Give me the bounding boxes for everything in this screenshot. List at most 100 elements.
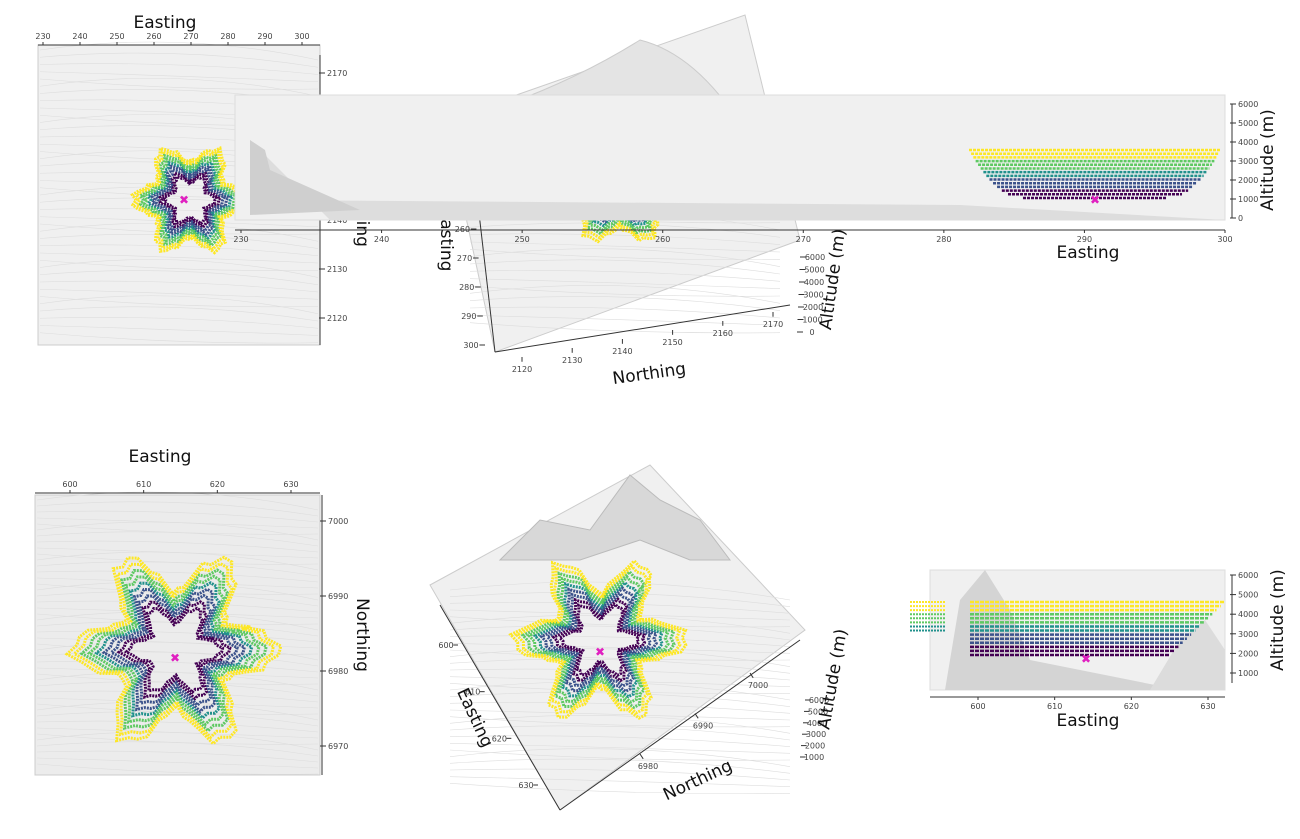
x-tick-label: 600 [970,702,985,711]
x-tick-label: 620 [210,480,225,489]
terrain-surface [498,474,731,561]
terrain-contour [36,630,319,643]
viewshed-contour [526,575,670,704]
viewshed-contour [86,574,261,727]
z-tick-label: 5000 [1238,119,1258,128]
terrain-contour [36,671,319,691]
x-tick-label: 250 [109,32,124,41]
terrain-contour [449,643,791,654]
terrain-contour [449,758,791,774]
terrain-contour [449,716,791,728]
x-tick-label: 230 [35,32,50,41]
z-tick-label: 6000 [1238,100,1258,109]
y-axis [559,639,801,811]
terrain-contour [39,77,319,97]
terrain-contour [36,611,319,631]
viewshed-contour [532,580,665,699]
terrain-contour [36,731,319,751]
z-tick-label: 4000 [1238,610,1258,619]
plot-pane-bottom-plan [34,494,321,776]
terrain-contour [39,52,319,68]
terrain-contour [449,615,791,634]
viewshed-contour [71,561,276,740]
terrain-contour [449,602,791,614]
terrain-contour [39,332,319,344]
x-tick-label: 280 [936,235,951,244]
terrain-contour [449,748,791,767]
terrain-contour [449,648,791,667]
z-tick-label: 4000 [807,719,827,728]
x-tick-label: 270 [183,32,198,41]
z-tick-label: 2000 [805,742,825,751]
terrain-contour [39,306,319,322]
viewshed-contour [545,591,653,688]
terrain-profile [250,140,360,215]
terrain-contour [449,725,791,741]
viewshed-contour [134,149,247,252]
x-tick-label: 610 [1047,702,1062,711]
terrain-contour [36,651,319,667]
y-axis [494,304,791,353]
terrain-contour [469,285,781,304]
terrain-contour [39,71,319,83]
x-tick-label: 280 [220,32,235,41]
terrain-contour [39,252,319,264]
terrain-contour [36,561,319,577]
viewshed-contour [150,163,231,237]
terrain-contour [36,757,319,769]
x-tick-label: 270 [457,254,472,263]
viewshed-contour [514,564,682,715]
terrain-contour [469,233,781,245]
viewshed-contour [130,145,251,255]
y-tick-label: 6990 [693,722,713,731]
y-tick-label: 2170 [327,69,347,78]
terrain-contour [36,711,319,727]
terrain-contour [469,241,781,253]
x-axis-label: Easting [129,447,192,467]
terrain-contour [39,41,319,61]
x-tick-label: 240 [72,32,87,41]
viewshed-contour [508,558,688,720]
y-axis-label: Northing [352,598,372,672]
y-tick-label: 6970 [328,742,348,751]
z-tick-label: 1000 [1238,195,1258,204]
viewshed-contour [142,156,239,244]
x-tick-label: 290 [257,32,272,41]
x-tick-label: 600 [438,641,453,650]
x-tick-label: 230 [233,235,248,244]
terrain-contour [36,501,319,517]
y-tick-label: 2120 [327,314,347,323]
terrain-contour [469,278,781,289]
y-tick-label: 6980 [328,667,348,676]
x-tick-label: 260 [146,32,161,41]
y-tick-label: 2130 [562,356,582,365]
y-tick-label: 2140 [612,347,632,356]
terrain-contour [449,743,791,754]
z-axis-label: Altitude (m) [1268,569,1288,671]
observer-marker: ✖ [595,645,605,659]
x-axis-label: Easting [452,685,497,751]
observer-marker: ✖ [179,193,189,207]
terrain-contour [36,641,319,661]
terrain-contour [449,749,791,761]
terrain-contour [36,690,319,703]
x-tick-label: 610 [465,688,480,697]
terrain-contour [449,625,791,641]
z-axis-label: Altitude (m) [814,627,851,731]
terrain-contour [36,551,319,571]
terrain-contour [36,720,319,733]
x-tick-label: 260 [655,235,670,244]
tick-mark [694,713,699,719]
z-tick-label: 3000 [1238,630,1258,639]
z-tick-label: 2000 [1238,176,1258,185]
x-axis-label: Easting [436,209,456,272]
x-tick-label: 620 [492,734,507,743]
viewshed-contour [153,167,227,233]
z-tick-label: 3000 [1238,157,1258,166]
x-tick-label: 630 [518,781,533,790]
terrain-contour [36,763,319,775]
tick-mark [749,672,754,679]
y-tick-label: 2160 [713,329,733,338]
terrain-contour [39,244,319,257]
